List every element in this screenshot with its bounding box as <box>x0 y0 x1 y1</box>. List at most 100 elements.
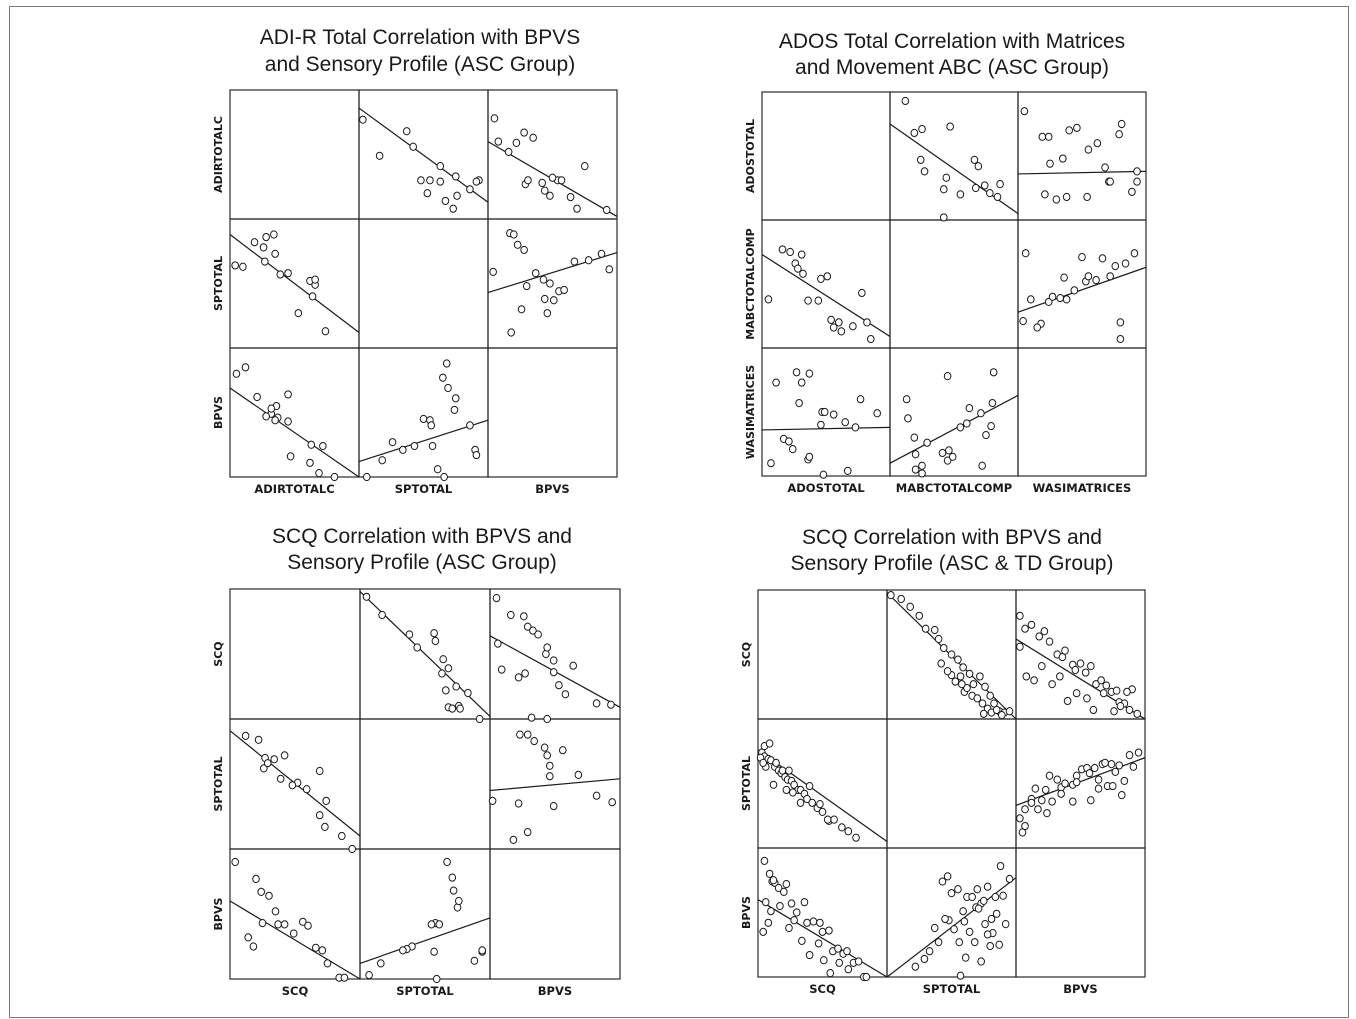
data-point <box>958 680 966 689</box>
data-point <box>1107 760 1116 769</box>
data-point <box>996 180 1004 189</box>
data-point <box>607 700 615 709</box>
pair-plot <box>358 359 489 482</box>
data-point <box>546 279 554 288</box>
matrix-cell <box>489 848 621 980</box>
data-point <box>423 189 432 198</box>
fit-line <box>487 251 618 294</box>
data-point <box>996 861 1005 871</box>
data-point <box>851 423 860 432</box>
data-point <box>527 713 536 722</box>
data-point <box>803 918 811 927</box>
data-point <box>976 672 984 681</box>
column-label: BPVS <box>535 482 569 496</box>
data-point <box>520 612 528 621</box>
data-point <box>1117 119 1126 129</box>
data-point <box>1083 192 1091 202</box>
data-point <box>974 904 983 913</box>
data-point <box>1085 769 1094 778</box>
data-point <box>321 822 329 832</box>
data-point <box>470 956 479 965</box>
data-point <box>1116 318 1125 327</box>
data-point <box>1115 761 1123 770</box>
pair-plot <box>359 591 491 724</box>
data-point <box>1038 662 1046 671</box>
chart-title-line: Sensory Profile (ASC Group) <box>287 551 557 574</box>
data-point <box>948 452 957 461</box>
data-point <box>250 238 259 247</box>
data-point <box>443 857 451 867</box>
data-point <box>938 448 947 458</box>
row-label: SPTOTAL <box>740 756 753 811</box>
scatter-matrix-4: SCQ Correlation with BPVS and Sensory Pro… <box>740 526 1146 996</box>
matrix-cell <box>1017 347 1147 477</box>
data-point <box>814 296 823 305</box>
data-point <box>778 766 787 775</box>
data-point <box>524 176 532 185</box>
data-point <box>362 472 371 482</box>
data-point <box>819 956 828 965</box>
data-point <box>827 315 835 324</box>
row-label: SCQ <box>212 641 225 666</box>
column-label: ADIRTOTALC <box>254 482 334 496</box>
column-label: SCQ <box>282 984 309 998</box>
data-point <box>315 766 324 776</box>
data-point <box>965 927 974 936</box>
data-point <box>955 938 964 947</box>
data-point <box>252 874 260 884</box>
data-point <box>1027 295 1035 304</box>
data-point <box>452 682 461 691</box>
data-point <box>456 704 464 713</box>
data-point <box>979 896 988 905</box>
data-point <box>937 659 945 668</box>
data-point <box>764 918 773 927</box>
data-point <box>887 591 895 600</box>
row-label: ADIRTOTALC <box>212 116 225 193</box>
data-point <box>947 650 956 659</box>
data-point <box>1005 707 1014 716</box>
pair-plot <box>487 229 618 337</box>
data-point <box>549 802 558 811</box>
data-point <box>785 923 793 933</box>
data-point <box>867 334 875 344</box>
pair-plot <box>756 739 888 843</box>
data-point <box>939 213 948 222</box>
data-point <box>764 295 773 304</box>
column-label: MABCTOTALCOMP <box>896 481 1012 495</box>
data-point <box>803 794 811 804</box>
data-point <box>261 257 269 266</box>
data-point <box>782 880 791 889</box>
data-point <box>1016 642 1024 651</box>
data-point <box>977 957 985 966</box>
data-point <box>963 683 971 693</box>
data-point <box>1040 627 1049 636</box>
data-point <box>262 412 270 421</box>
data-point <box>930 625 939 635</box>
data-point <box>280 751 289 760</box>
data-point <box>792 368 801 377</box>
chart-title-line: and Movement ABC (ASC Group) <box>795 56 1109 79</box>
data-point <box>988 398 997 408</box>
data-point <box>284 390 292 399</box>
data-point <box>546 761 554 770</box>
column-label: BPVS <box>1063 982 1097 996</box>
chart-title-line: Sensory Profile (ASC & TD Group) <box>791 552 1114 575</box>
fit-line <box>1017 266 1147 313</box>
data-point <box>786 247 794 257</box>
chart-title-line: and Sensory Profile (ASC Group) <box>265 53 575 76</box>
data-point <box>1084 145 1093 154</box>
matrix-cell <box>489 718 621 850</box>
data-point <box>772 758 780 767</box>
data-point <box>947 889 956 898</box>
data-point <box>778 245 787 254</box>
data-point <box>765 869 774 878</box>
data-point <box>315 469 323 478</box>
data-point <box>549 296 558 305</box>
data-point <box>514 799 523 808</box>
data-point <box>989 368 998 377</box>
fit-line <box>889 394 1019 464</box>
data-point <box>1031 784 1040 793</box>
chart-title-line: ADOS Total Correlation with Matrices <box>779 30 1125 53</box>
data-point <box>977 409 985 418</box>
scatter-matrix-3: SCQ Correlation with BPVS and Sensory Pro… <box>212 525 621 998</box>
